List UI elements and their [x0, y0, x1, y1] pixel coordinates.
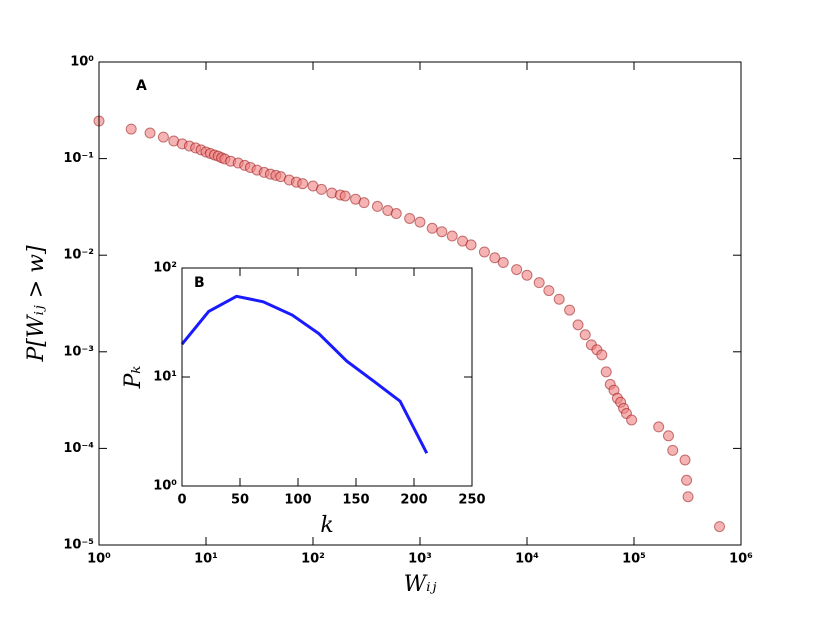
y-tick-label: 10⁻⁴: [63, 441, 94, 456]
x-tick-label: 10²: [301, 552, 325, 567]
y-tick-label: 10²: [153, 261, 177, 276]
x-tick-label: 10⁰: [87, 552, 111, 567]
x-tick-label: 200: [400, 493, 427, 508]
point: [662, 430, 674, 442]
point: [497, 257, 509, 269]
y-tick-label: 10⁻⁵: [63, 538, 94, 553]
point: [390, 208, 402, 220]
point: [564, 304, 576, 316]
point: [600, 366, 612, 378]
point: [404, 212, 416, 224]
point: [626, 414, 638, 426]
point: [157, 131, 169, 143]
point: [489, 252, 501, 264]
point: [596, 349, 608, 361]
x-tick-label: 10⁶: [729, 552, 753, 567]
point: [446, 230, 458, 242]
point: [144, 127, 156, 139]
y-tick-label: 10¹: [153, 370, 177, 385]
x-tick-label: 150: [342, 493, 369, 508]
point: [679, 454, 691, 466]
y-tick-label: 10⁻¹: [63, 151, 94, 166]
y-axis-label: P[Wᵢⱼ > w]: [24, 245, 49, 362]
point: [521, 269, 533, 281]
point: [579, 329, 591, 341]
point: [714, 521, 726, 533]
line: [180, 294, 429, 454]
point: [478, 246, 490, 258]
x-tick-label: 10⁵: [622, 552, 646, 567]
x-tick-label: 0: [177, 493, 186, 508]
point: [414, 216, 426, 228]
x-tick-label: 10⁴: [515, 552, 539, 567]
x-axis-label: k: [320, 513, 333, 538]
y-tick-label: 10⁻²: [63, 248, 94, 263]
point: [543, 285, 555, 297]
x-tick-label: 10¹: [194, 552, 218, 567]
y-tick-label: 10⁰: [70, 55, 94, 70]
point: [667, 444, 679, 456]
point: [436, 226, 448, 238]
panel-label: A: [136, 78, 147, 94]
x-tick-label: 250: [458, 493, 485, 508]
point: [553, 293, 565, 305]
point: [511, 264, 523, 276]
y-axis-label: Pₖ: [121, 366, 146, 390]
point: [358, 197, 370, 209]
point: [125, 123, 137, 135]
point: [682, 491, 694, 503]
point: [572, 319, 584, 331]
point: [339, 190, 351, 202]
point: [297, 178, 309, 190]
point: [653, 421, 665, 433]
point: [315, 183, 327, 195]
x-axis-label: Wᵢⱼ: [404, 572, 437, 597]
point: [465, 239, 477, 251]
point: [371, 200, 383, 212]
point: [681, 474, 693, 486]
point: [426, 222, 438, 234]
y-tick-label: 10⁻³: [63, 344, 94, 359]
x-tick-label: 100: [284, 493, 311, 508]
x-tick-label: 10³: [408, 552, 432, 567]
point: [533, 277, 545, 289]
y-tick-label: 10⁰: [153, 479, 177, 494]
panel-label: B: [194, 275, 205, 291]
x-tick-label: 50: [231, 493, 249, 508]
